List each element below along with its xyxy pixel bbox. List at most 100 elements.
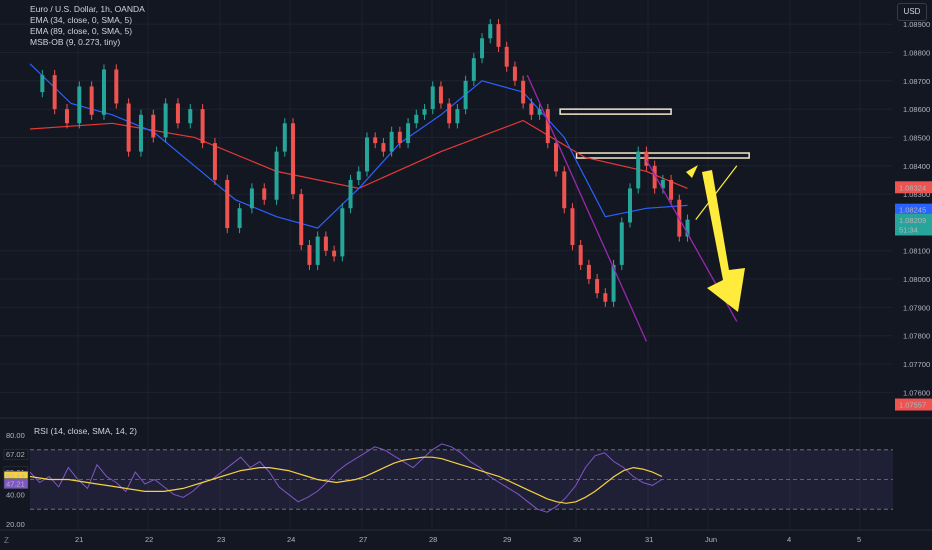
candle-body: [356, 171, 361, 180]
candle-body: [438, 86, 443, 104]
candle-body: [138, 114, 143, 152]
candle-body: [595, 279, 600, 294]
candle-body: [249, 188, 254, 209]
candle-body: [364, 137, 369, 172]
candle-body: [447, 103, 452, 124]
candle-body: [603, 293, 608, 302]
candle-body: [652, 165, 657, 189]
candle-body: [578, 245, 583, 265]
candle-body: [430, 86, 435, 110]
price-tick-label: 1.08000: [903, 275, 930, 284]
price-tick-label: 1.08400: [903, 162, 930, 171]
candle-body: [463, 80, 468, 110]
candle-body: [619, 222, 624, 265]
time-tick-label: 29: [503, 535, 511, 544]
candle-body: [225, 179, 230, 229]
candle-body: [627, 188, 632, 223]
candle-body: [151, 114, 156, 138]
candle-body: [348, 179, 353, 209]
price-tick-label: 1.08700: [903, 77, 930, 86]
settings-icon[interactable]: Z: [4, 536, 9, 545]
candle-body: [188, 109, 193, 124]
time-tick-label: 28: [429, 535, 437, 544]
price-label-text: 1.07557: [899, 401, 926, 410]
candle-body: [64, 109, 69, 124]
candle-body: [77, 86, 82, 124]
price-label-text: 1.08245: [899, 206, 926, 215]
candle-body: [332, 250, 337, 257]
price-tick-label: 1.08300: [903, 190, 930, 199]
candle-body: [212, 143, 217, 180]
time-tick-label: 23: [217, 535, 225, 544]
candle-body: [512, 66, 517, 81]
ema34-legend[interactable]: EMA (34, close, 0, SMA, 5): [30, 15, 133, 25]
price-tick-label: 1.08900: [903, 20, 930, 29]
price-tick-label: 1.07700: [903, 360, 930, 369]
time-axis[interactable]: 21 22 23 24 27 28 29 30 31 Jun 4 5: [0, 529, 932, 544]
time-tick-label: 27: [359, 535, 367, 544]
rsi-legend[interactable]: RSI (14, close, SMA, 14, 2): [34, 426, 137, 436]
candle-body: [237, 208, 242, 229]
candle-body: [307, 245, 312, 265]
time-tick-label: 21: [75, 535, 83, 544]
candle-body: [274, 151, 279, 200]
candle-body: [537, 109, 542, 115]
candle-body: [200, 109, 205, 144]
rsi-value-text: 47.21: [6, 480, 25, 489]
candle-body: [315, 236, 320, 265]
msb-ob-legend[interactable]: MSB-OB (9, 0.273, tiny): [30, 37, 121, 47]
rsi-value-badge: [3, 448, 29, 460]
symbol-title[interactable]: Euro / U.S. Dollar, 1h, OANDA: [30, 4, 145, 14]
candle-body: [660, 179, 665, 189]
price-label-text: 1.08324: [899, 183, 926, 192]
candle-body: [570, 208, 575, 246]
candle-body: [586, 264, 591, 280]
candle-body: [40, 75, 45, 93]
price-label-badge: [895, 181, 932, 194]
price-tick-label: 1.08500: [903, 133, 930, 142]
currency-button[interactable]: USD: [897, 3, 927, 21]
chart-legend: Euro / U.S. Dollar, 1h, OANDA EMA (34, c…: [30, 4, 145, 48]
time-tick-label: Jun: [705, 535, 717, 544]
candle-body: [373, 137, 378, 144]
price-tick-label: 1.07600: [903, 388, 930, 397]
candle-body: [381, 143, 386, 152]
candle-body: [175, 103, 180, 124]
candle-body: [685, 219, 690, 237]
candle-body: [291, 123, 296, 195]
candle-body: [282, 123, 287, 152]
rsi-line: [29, 443, 663, 513]
candle-body: [562, 171, 567, 209]
order-block-box: [559, 108, 672, 115]
price-label-badge: [895, 203, 932, 216]
candle-body: [299, 194, 304, 246]
rsi-ma-line: [29, 456, 663, 504]
price-axis[interactable]: 1.08900 1.08800 1.08700 1.08600 1.08500 1.084…: [903, 20, 930, 397]
rsi-value-text: 67.02: [6, 450, 25, 459]
candle-body: [480, 38, 485, 59]
candle-body: [389, 131, 394, 152]
candle-body: [340, 208, 345, 257]
down-arrow-icon: [702, 170, 745, 312]
candle-body: [323, 236, 328, 251]
time-tick-label: 22: [145, 535, 153, 544]
candle-body: [406, 123, 411, 144]
rsi-value-badge: [3, 478, 29, 489]
ema89-legend[interactable]: EMA (89, close, 0, SMA, 5): [30, 26, 133, 36]
time-tick-label: 4: [787, 535, 791, 544]
rsi-tick-label: 40.00: [6, 490, 25, 499]
price-tick-label: 1.08100: [903, 247, 930, 256]
trend-annotations: [526, 74, 745, 342]
price-label-text: 1.08209: [899, 216, 926, 225]
price-label-badge: [895, 223, 932, 236]
candle-body: [529, 103, 534, 115]
price-candles: [40, 19, 690, 307]
candle-body: [101, 69, 106, 115]
candle-body: [669, 179, 674, 200]
up-arrow-head: [686, 165, 698, 178]
order-blocks: [559, 108, 750, 159]
price-label-text: 51:34: [899, 225, 918, 234]
time-tick-label: 5: [857, 535, 861, 544]
